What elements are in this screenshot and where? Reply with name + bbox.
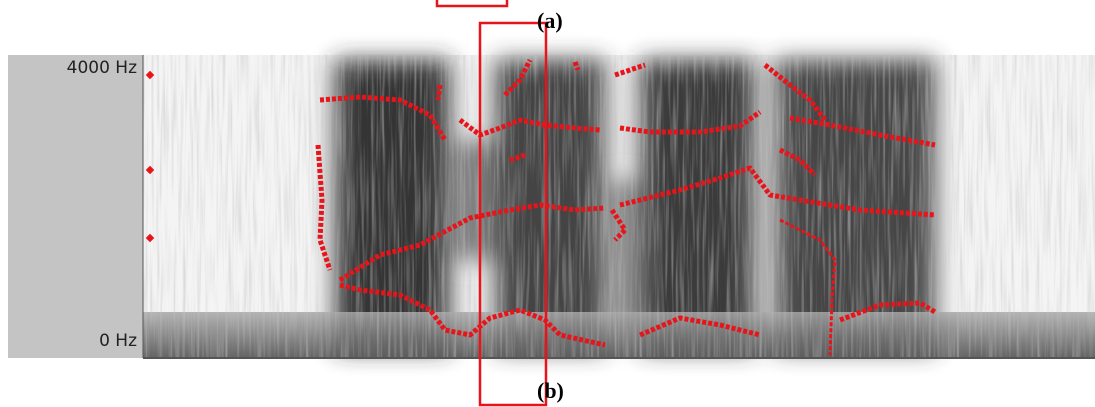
axis-markers: [145, 70, 155, 243]
formant-tracks: [315, 58, 937, 356]
axis-top-label: 4000 Hz: [67, 58, 137, 78]
spectrogram: [142, 55, 1095, 359]
box-a-small: [435, 0, 509, 8]
axis-panel: [8, 55, 143, 358]
box-b-frame: [478, 21, 548, 407]
axis-bottom-label: 0 Hz: [99, 331, 137, 351]
label-a: (a): [537, 8, 563, 33]
label-b: (b): [537, 378, 564, 403]
